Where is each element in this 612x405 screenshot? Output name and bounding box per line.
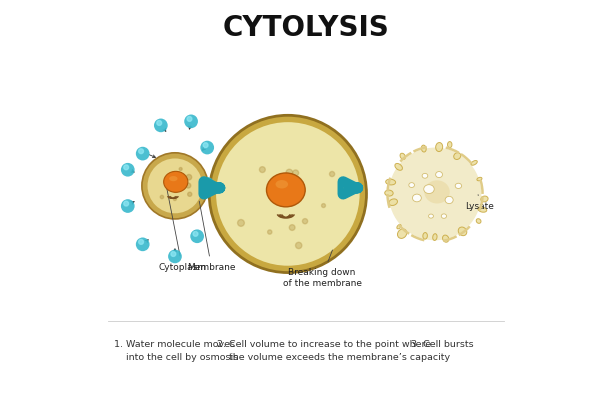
Circle shape xyxy=(173,198,176,201)
Ellipse shape xyxy=(477,178,482,181)
Ellipse shape xyxy=(481,196,488,202)
Circle shape xyxy=(200,141,214,155)
Ellipse shape xyxy=(436,172,442,178)
Circle shape xyxy=(173,189,177,193)
Ellipse shape xyxy=(241,128,335,175)
Ellipse shape xyxy=(275,181,288,189)
Ellipse shape xyxy=(423,233,427,239)
Ellipse shape xyxy=(424,185,435,194)
Ellipse shape xyxy=(389,199,397,206)
Ellipse shape xyxy=(412,195,421,202)
Circle shape xyxy=(193,232,198,237)
Circle shape xyxy=(121,200,135,213)
Circle shape xyxy=(289,200,295,207)
Circle shape xyxy=(302,219,308,224)
Circle shape xyxy=(136,147,149,161)
Circle shape xyxy=(157,121,162,126)
Ellipse shape xyxy=(455,184,461,189)
Circle shape xyxy=(286,170,293,177)
Ellipse shape xyxy=(442,235,449,243)
Circle shape xyxy=(142,153,208,220)
Circle shape xyxy=(186,175,192,181)
Ellipse shape xyxy=(478,207,487,213)
Circle shape xyxy=(186,183,191,189)
Circle shape xyxy=(184,115,198,129)
Ellipse shape xyxy=(445,197,453,204)
Text: Breaking down
of the membrane: Breaking down of the membrane xyxy=(283,250,362,287)
Circle shape xyxy=(267,230,272,234)
Circle shape xyxy=(124,202,129,207)
Circle shape xyxy=(296,243,302,249)
Circle shape xyxy=(209,116,367,273)
Circle shape xyxy=(136,238,149,252)
Ellipse shape xyxy=(400,154,405,160)
Text: Lysate: Lysate xyxy=(465,195,494,211)
Text: 2. Cell volume to increase to the point where
    the volume exceeds the membran: 2. Cell volume to increase to the point … xyxy=(217,339,450,361)
Circle shape xyxy=(237,220,244,227)
Ellipse shape xyxy=(266,173,305,207)
Circle shape xyxy=(329,172,335,177)
Ellipse shape xyxy=(397,225,401,229)
Ellipse shape xyxy=(476,219,481,224)
Circle shape xyxy=(168,250,182,264)
Ellipse shape xyxy=(447,142,452,148)
Ellipse shape xyxy=(453,153,461,160)
Ellipse shape xyxy=(458,228,467,236)
Circle shape xyxy=(190,230,204,243)
Circle shape xyxy=(389,148,482,241)
Ellipse shape xyxy=(386,180,395,185)
Circle shape xyxy=(200,177,214,191)
Circle shape xyxy=(171,252,176,257)
Ellipse shape xyxy=(422,174,428,179)
Circle shape xyxy=(321,204,326,208)
Ellipse shape xyxy=(409,183,414,188)
Circle shape xyxy=(299,188,305,194)
Circle shape xyxy=(293,171,299,177)
Ellipse shape xyxy=(436,143,442,152)
Ellipse shape xyxy=(169,177,177,182)
Circle shape xyxy=(289,225,295,231)
Circle shape xyxy=(179,168,182,171)
Circle shape xyxy=(139,149,143,154)
Circle shape xyxy=(139,240,143,245)
Circle shape xyxy=(154,119,168,133)
Circle shape xyxy=(203,143,208,148)
Circle shape xyxy=(121,164,135,177)
Circle shape xyxy=(203,179,208,184)
Circle shape xyxy=(160,196,163,199)
Circle shape xyxy=(147,159,203,214)
Ellipse shape xyxy=(397,229,407,239)
Circle shape xyxy=(179,176,184,180)
Circle shape xyxy=(188,193,192,197)
Ellipse shape xyxy=(471,161,477,166)
Circle shape xyxy=(216,123,360,266)
Ellipse shape xyxy=(428,215,433,219)
Text: 3. Cell bursts: 3. Cell bursts xyxy=(411,339,474,348)
Circle shape xyxy=(259,167,266,173)
Ellipse shape xyxy=(433,234,437,241)
Text: Cytoplasm: Cytoplasm xyxy=(158,188,206,271)
Text: Membrane: Membrane xyxy=(187,202,236,271)
Ellipse shape xyxy=(395,164,403,171)
Circle shape xyxy=(124,166,129,171)
Circle shape xyxy=(187,117,192,122)
Ellipse shape xyxy=(163,172,188,193)
Text: CYTOLYSIS: CYTOLYSIS xyxy=(223,13,389,41)
Ellipse shape xyxy=(385,191,393,196)
Ellipse shape xyxy=(424,181,450,204)
Text: 1. Water molecule moves
    into the cell by osmosis: 1. Water molecule moves into the cell by… xyxy=(114,339,239,361)
Ellipse shape xyxy=(441,214,447,219)
Ellipse shape xyxy=(421,146,426,153)
